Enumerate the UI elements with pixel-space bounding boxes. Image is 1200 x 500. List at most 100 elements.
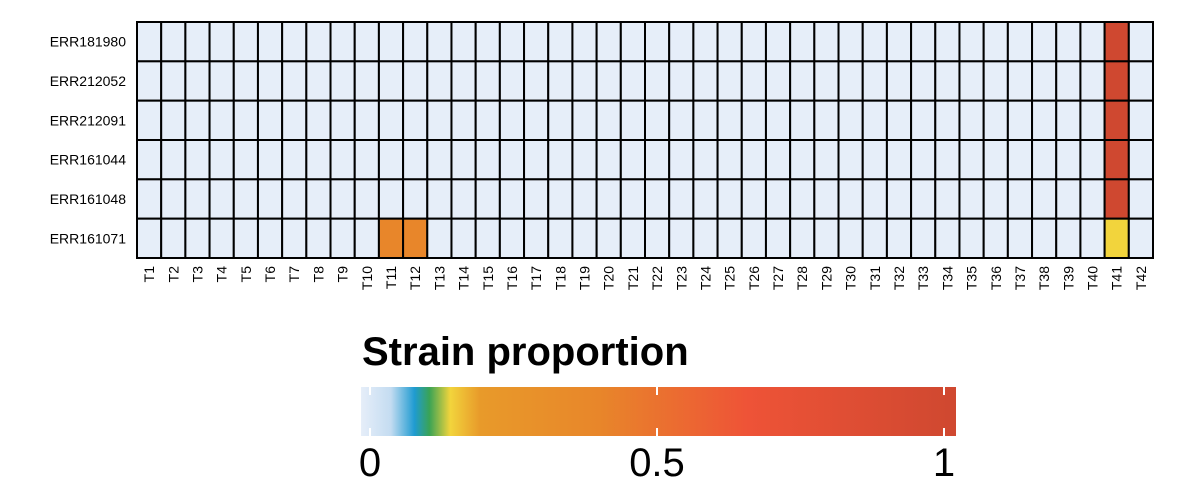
heatmap-cell: [1103, 99, 1130, 141]
column-label: T28: [794, 266, 810, 290]
heatmap-cell: [885, 99, 913, 141]
heatmap-cell: [281, 21, 308, 63]
heatmap-cell: [619, 178, 646, 220]
heatmap-cell: [1127, 139, 1155, 181]
heatmap-cell: [813, 60, 840, 102]
column-label: T38: [1036, 266, 1052, 290]
heatmap-cell: [160, 178, 187, 220]
heatmap-cell: [740, 60, 767, 102]
heatmap-cell: [692, 21, 719, 63]
heatmap-cell: [256, 217, 284, 260]
heatmap-cell: [910, 217, 937, 260]
heatmap-cell: [644, 217, 671, 260]
heatmap-cell: [837, 99, 864, 141]
heatmap-cell: [329, 21, 356, 63]
heatmap-cell: [692, 178, 719, 220]
heatmap-cell: [353, 217, 380, 260]
heatmap-cell: [861, 139, 888, 181]
legend-tick-label: 0: [359, 441, 381, 485]
heatmap-cell: [644, 21, 671, 63]
heatmap-cell: [426, 60, 453, 102]
heatmap-cell: [547, 60, 574, 102]
heatmap-cell: [1103, 21, 1130, 63]
column-label: T11: [383, 266, 399, 289]
heatmap-cell: [716, 217, 743, 260]
heatmap-cell: [377, 21, 405, 63]
heatmap-cell: [523, 99, 550, 141]
heatmap-cell: [281, 217, 308, 260]
heatmap-cell: [861, 217, 888, 260]
heatmap-cell: [619, 60, 646, 102]
column-label: T15: [480, 266, 496, 290]
heatmap-cell: [402, 139, 429, 181]
heatmap-cell: [716, 139, 743, 181]
heatmap-cell: [329, 60, 356, 102]
column-label: T29: [818, 266, 834, 290]
heatmap-cell: [426, 139, 453, 181]
heatmap-cell: [353, 21, 380, 63]
column-label: T26: [746, 266, 762, 290]
heatmap-cell: [426, 217, 453, 260]
heatmap-cell: [885, 139, 913, 181]
heatmap-cell: [474, 21, 501, 63]
heatmap-cell: [595, 178, 622, 220]
heatmap-cell: [1127, 60, 1155, 102]
heatmap-cell: [547, 178, 574, 220]
heatmap-cell: [1127, 217, 1155, 260]
heatmap-cell: [1055, 99, 1082, 141]
heatmap-cell: [329, 139, 356, 181]
heatmap-cell: [1031, 60, 1058, 102]
heatmap-cell: [1031, 178, 1058, 220]
heatmap-cell: [450, 21, 477, 63]
heatmap-cell: [910, 99, 937, 141]
column-label: T17: [528, 266, 544, 290]
heatmap-cell: [837, 60, 864, 102]
heatmap-cell: [402, 178, 429, 220]
heatmap-cell: [958, 178, 985, 220]
heatmap-cell: [764, 99, 792, 141]
column-label: T19: [577, 266, 593, 290]
heatmap-cell: [136, 178, 163, 220]
heatmap-cell: [740, 21, 767, 63]
heatmap-cell: [1079, 178, 1106, 220]
heatmap-cell: [1006, 178, 1034, 220]
legend-tick-label: 0.5: [629, 441, 685, 485]
heatmap-cell: [1079, 60, 1106, 102]
heatmap-cell: [910, 178, 937, 220]
heatmap-cell: [136, 99, 163, 141]
column-label: T9: [335, 266, 351, 283]
column-label: T30: [843, 266, 859, 290]
heatmap-cell: [184, 60, 211, 102]
heatmap-cell: [160, 139, 187, 181]
row-label: ERR161044: [50, 152, 126, 168]
legend-title: Strain proportion: [362, 330, 689, 374]
heatmap-cell: [885, 217, 913, 260]
heatmap-cell: [426, 21, 453, 63]
heatmap-cell: [1006, 217, 1034, 260]
column-label: T33: [915, 266, 931, 290]
row-label: ERR161048: [50, 191, 126, 207]
column-label: T31: [867, 266, 883, 290]
heatmap-cell: [571, 139, 598, 181]
column-label: T13: [431, 266, 447, 290]
heatmap-cell: [813, 139, 840, 181]
heatmap-cell: [402, 217, 429, 260]
heatmap-cell: [523, 217, 550, 260]
heatmap-cell: [208, 178, 235, 220]
heatmap-cell: [256, 99, 284, 141]
heatmap-cell: [498, 99, 526, 141]
heatmap-cell: [982, 217, 1009, 260]
heatmap-cell: [668, 178, 695, 220]
column-label: T34: [939, 266, 955, 290]
heatmap-cell: [232, 217, 259, 260]
heatmap-cell: [1006, 21, 1034, 63]
heatmap-cell: [958, 21, 985, 63]
heatmap-cell: [571, 60, 598, 102]
heatmap-cell: [208, 99, 235, 141]
column-label: T7: [286, 266, 302, 283]
heatmap-cell: [813, 21, 840, 63]
legend-color-bar: [361, 387, 956, 436]
heatmap-cell: [619, 139, 646, 181]
heatmap-cell: [885, 178, 913, 220]
heatmap-cell: [764, 217, 792, 260]
